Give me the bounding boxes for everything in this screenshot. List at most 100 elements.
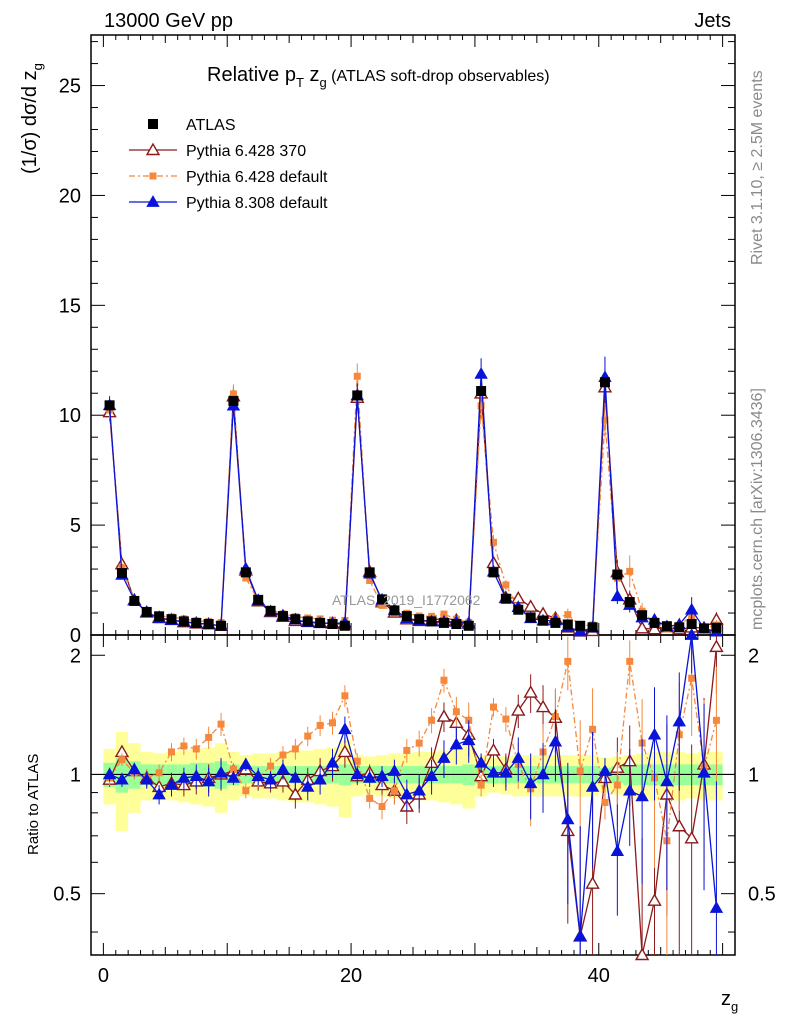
marker-atlas — [339, 620, 350, 631]
ratio-axis-label: Ratio to ATLAS — [25, 754, 42, 855]
marker-pythia8-default — [635, 789, 649, 802]
legend-label-atlas: ATLAS — [186, 117, 236, 134]
marker-pythia8-default — [672, 714, 686, 727]
legend-label-p8: Pythia 8.308 default — [186, 195, 328, 212]
marker-pythia8-default — [437, 751, 451, 763]
marker-pythia8-default — [102, 767, 117, 780]
marker-pythia6-370 — [535, 699, 551, 713]
marker-atlas — [637, 610, 648, 621]
marker-pythia8-default — [276, 762, 290, 775]
marker-pythia8-default — [115, 772, 129, 785]
axes-frame: 0 20 40 0 5 10 15 20 25 0.5 0.5 1 1 2 2 — [53, 34, 776, 987]
marker-atlas — [352, 390, 363, 401]
marker-pythia6-default — [477, 781, 485, 789]
marker-atlas — [277, 611, 288, 622]
marker-pythia8-default — [350, 767, 364, 780]
marker-atlas — [302, 616, 313, 627]
marker-atlas — [148, 119, 158, 129]
marker-pythia6-default — [353, 757, 361, 765]
marker-pythia8-default — [660, 774, 674, 787]
marker-pythia6-default — [712, 716, 720, 724]
marker-atlas — [463, 620, 474, 631]
marker-pythia8-default — [127, 762, 142, 775]
marker-pythia6-370 — [585, 876, 600, 889]
marker-pythia6-default — [415, 739, 423, 747]
marker-pythia8-default — [387, 764, 402, 776]
marker-pythia8-default — [684, 602, 699, 615]
marker-pythia6-default — [626, 657, 634, 665]
marker-atlas — [451, 619, 462, 630]
marker-pythia8-default — [523, 776, 538, 789]
marker-pythia8-default — [301, 780, 315, 792]
marker-pythia6-370 — [145, 142, 161, 156]
marker-pythia8-default — [177, 771, 191, 783]
marker-pythia6-default — [688, 674, 696, 682]
marker-pythia6-default — [502, 581, 510, 589]
marker-pythia8-default — [684, 628, 699, 640]
marker-atlas — [141, 606, 152, 617]
marker-pythia6-default — [477, 402, 485, 410]
x-axis-label-main: z — [721, 988, 731, 1010]
marker-pythia6-370 — [672, 818, 687, 832]
marker-pythia8-default — [573, 929, 587, 942]
marker-atlas — [401, 611, 412, 622]
marker-pythia8-default — [548, 734, 563, 747]
marker-atlas — [525, 612, 536, 623]
marker-atlas — [612, 569, 623, 580]
marker-atlas — [575, 620, 586, 631]
marker-atlas — [686, 619, 697, 630]
marker-pythia8-default — [338, 722, 352, 735]
marker-pythia6-default — [490, 703, 497, 711]
main-plot-series — [102, 356, 724, 637]
marker-pythia8-default — [214, 765, 228, 778]
marker-pythia8-default — [313, 772, 327, 785]
marker-pythia6-default — [613, 781, 621, 789]
marker-pythia8-default — [201, 774, 216, 787]
marker-atlas — [265, 605, 276, 616]
y-tick-label: 10 — [59, 405, 81, 427]
marker-pythia8-default — [325, 755, 340, 768]
marker-pythia6-370 — [486, 743, 501, 756]
marker-pythia8-default — [146, 195, 160, 207]
marker-pythia8-default — [140, 772, 154, 785]
marker-atlas — [228, 395, 239, 406]
ratio-tick-label-left: 1 — [70, 764, 81, 786]
y-tick-label: 25 — [59, 76, 81, 98]
marker-pythia6-default — [440, 676, 448, 684]
marker-pythia6-default — [291, 745, 299, 753]
marker-atlas — [699, 623, 710, 634]
marker-pythia8-default — [511, 751, 525, 763]
marker-pythia6-370 — [709, 639, 724, 653]
marker-pythia8-default — [598, 764, 612, 776]
marker-pythia8-default — [288, 771, 303, 783]
marker-pythia6-370 — [684, 830, 699, 844]
x-axis-label: zg — [721, 988, 738, 1014]
marker-atlas — [240, 567, 251, 578]
marker-atlas — [500, 593, 511, 604]
marker-atlas — [488, 567, 499, 578]
ratio-line-p6def — [109, 661, 718, 841]
marker-atlas — [154, 611, 165, 622]
marker-atlas — [624, 597, 635, 608]
marker-atlas — [104, 400, 115, 411]
marker-atlas — [649, 617, 660, 628]
marker-atlas — [674, 622, 685, 633]
marker-pythia6-default — [366, 794, 374, 802]
marker-atlas — [426, 616, 437, 627]
marker-pythia8-default — [189, 769, 203, 782]
legend: ATLAS Pythia 6.428 370 Pythia 6.428 defaul… — [129, 117, 328, 212]
marker-pythia6-default — [279, 751, 287, 759]
marker-pythia8-default — [647, 727, 662, 740]
marker-pythia6-370 — [523, 599, 538, 612]
marker-pythia8-default — [561, 812, 575, 825]
marker-pythia6-370 — [634, 620, 650, 634]
marker-pythia6-default — [316, 721, 324, 729]
marker-atlas — [216, 620, 227, 631]
marker-pythia6-default — [576, 767, 584, 775]
marker-pythia6-default — [149, 172, 157, 180]
title-post: (ATLAS soft-drop observables) — [327, 68, 550, 85]
marker-pythia6-default — [304, 732, 312, 740]
marker-pythia8-default — [239, 757, 253, 770]
marker-atlas — [178, 616, 189, 627]
marker-pythia6-default — [192, 745, 200, 753]
